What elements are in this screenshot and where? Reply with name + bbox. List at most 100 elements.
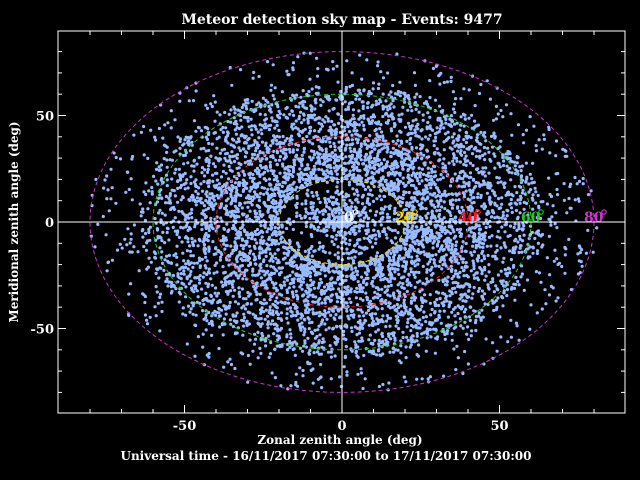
meteor-point	[271, 202, 276, 206]
meteor-point	[357, 314, 361, 318]
meteor-point	[464, 299, 468, 303]
meteor-point	[460, 293, 464, 297]
meteor-point	[257, 322, 261, 326]
meteor-point	[342, 204, 346, 208]
meteor-point	[355, 182, 359, 186]
meteor-point	[368, 154, 372, 158]
meteor-point	[278, 140, 282, 144]
meteor-point	[337, 140, 341, 144]
meteor-point	[437, 249, 441, 253]
meteor-point	[411, 292, 415, 296]
meteor-point	[220, 280, 224, 284]
meteor-point	[105, 197, 109, 201]
meteor-point	[288, 282, 292, 286]
meteor-point	[309, 104, 313, 108]
meteor-point	[450, 135, 455, 139]
meteor-point	[197, 256, 201, 260]
meteor-point	[428, 293, 432, 297]
meteor-point	[401, 330, 405, 334]
meteor-point	[328, 140, 332, 144]
meteor-point	[381, 76, 386, 80]
meteor-point	[280, 293, 284, 297]
meteor-point	[344, 87, 348, 91]
meteor-point	[182, 259, 186, 263]
meteor-point	[207, 249, 211, 253]
meteor-point	[428, 375, 432, 379]
meteor-point	[158, 295, 162, 299]
meteor-point	[353, 243, 357, 247]
meteor-point	[486, 283, 490, 287]
meteor-point	[301, 277, 306, 281]
meteor-point	[451, 281, 455, 285]
meteor-point	[442, 200, 446, 204]
meteor-point	[191, 99, 196, 103]
meteor-point	[226, 360, 230, 364]
meteor-point	[320, 301, 324, 305]
meteor-point	[495, 235, 499, 239]
meteor-point	[495, 244, 499, 248]
meteor-point	[357, 123, 361, 127]
meteor-point	[338, 316, 342, 320]
meteor-point	[350, 71, 354, 75]
meteor-point	[223, 277, 227, 281]
meteor-point	[194, 323, 198, 328]
meteor-point	[472, 195, 476, 200]
meteor-point	[307, 89, 311, 94]
meteor-point	[530, 181, 534, 185]
meteor-point	[349, 287, 353, 291]
meteor-point	[424, 349, 428, 353]
meteor-point	[394, 324, 398, 328]
meteor-point	[371, 349, 376, 353]
meteor-point	[484, 225, 488, 230]
meteor-point	[140, 229, 144, 233]
meteor-point	[437, 159, 441, 163]
meteor-point	[165, 178, 169, 182]
meteor-point	[235, 311, 239, 315]
meteor-point	[291, 347, 295, 352]
meteor-point	[192, 158, 196, 162]
meteor-point	[305, 134, 309, 139]
meteor-point	[425, 102, 429, 106]
meteor-point	[193, 225, 197, 229]
meteor-point	[556, 262, 560, 267]
meteor-point	[562, 182, 566, 186]
meteor-point	[226, 159, 230, 163]
meteor-point	[433, 98, 438, 102]
meteor-point	[310, 320, 314, 324]
meteor-point	[509, 335, 513, 339]
meteor-point	[577, 244, 582, 248]
meteor-point	[153, 255, 157, 260]
meteor-point	[358, 297, 363, 301]
meteor-point	[430, 203, 434, 207]
meteor-point	[462, 184, 467, 189]
meteor-point	[270, 192, 274, 196]
meteor-point	[374, 241, 378, 245]
meteor-point	[267, 273, 271, 277]
meteor-point	[381, 114, 385, 119]
meteor-point	[327, 326, 331, 330]
meteor-point	[492, 131, 496, 135]
meteor-point	[378, 183, 382, 187]
meteor-point	[377, 232, 381, 236]
meteor-point	[345, 309, 349, 313]
meteor-point	[259, 224, 263, 228]
meteor-point	[311, 381, 315, 385]
meteor-point	[396, 259, 400, 263]
meteor-point	[415, 92, 419, 96]
meteor-point	[177, 209, 181, 213]
meteor-point	[273, 218, 277, 222]
meteor-point	[482, 202, 486, 206]
meteor-point	[160, 300, 164, 304]
meteor-point	[238, 250, 242, 254]
meteor-point	[473, 235, 477, 239]
meteor-point	[281, 151, 285, 155]
meteor-point	[471, 292, 475, 296]
meteor-point	[202, 146, 206, 150]
meteor-point	[391, 83, 395, 88]
meteor-point	[509, 112, 513, 116]
meteor-point	[406, 255, 411, 259]
meteor-point	[347, 180, 351, 184]
meteor-point	[484, 337, 488, 341]
meteor-point	[426, 166, 430, 170]
meteor-point	[270, 371, 274, 375]
